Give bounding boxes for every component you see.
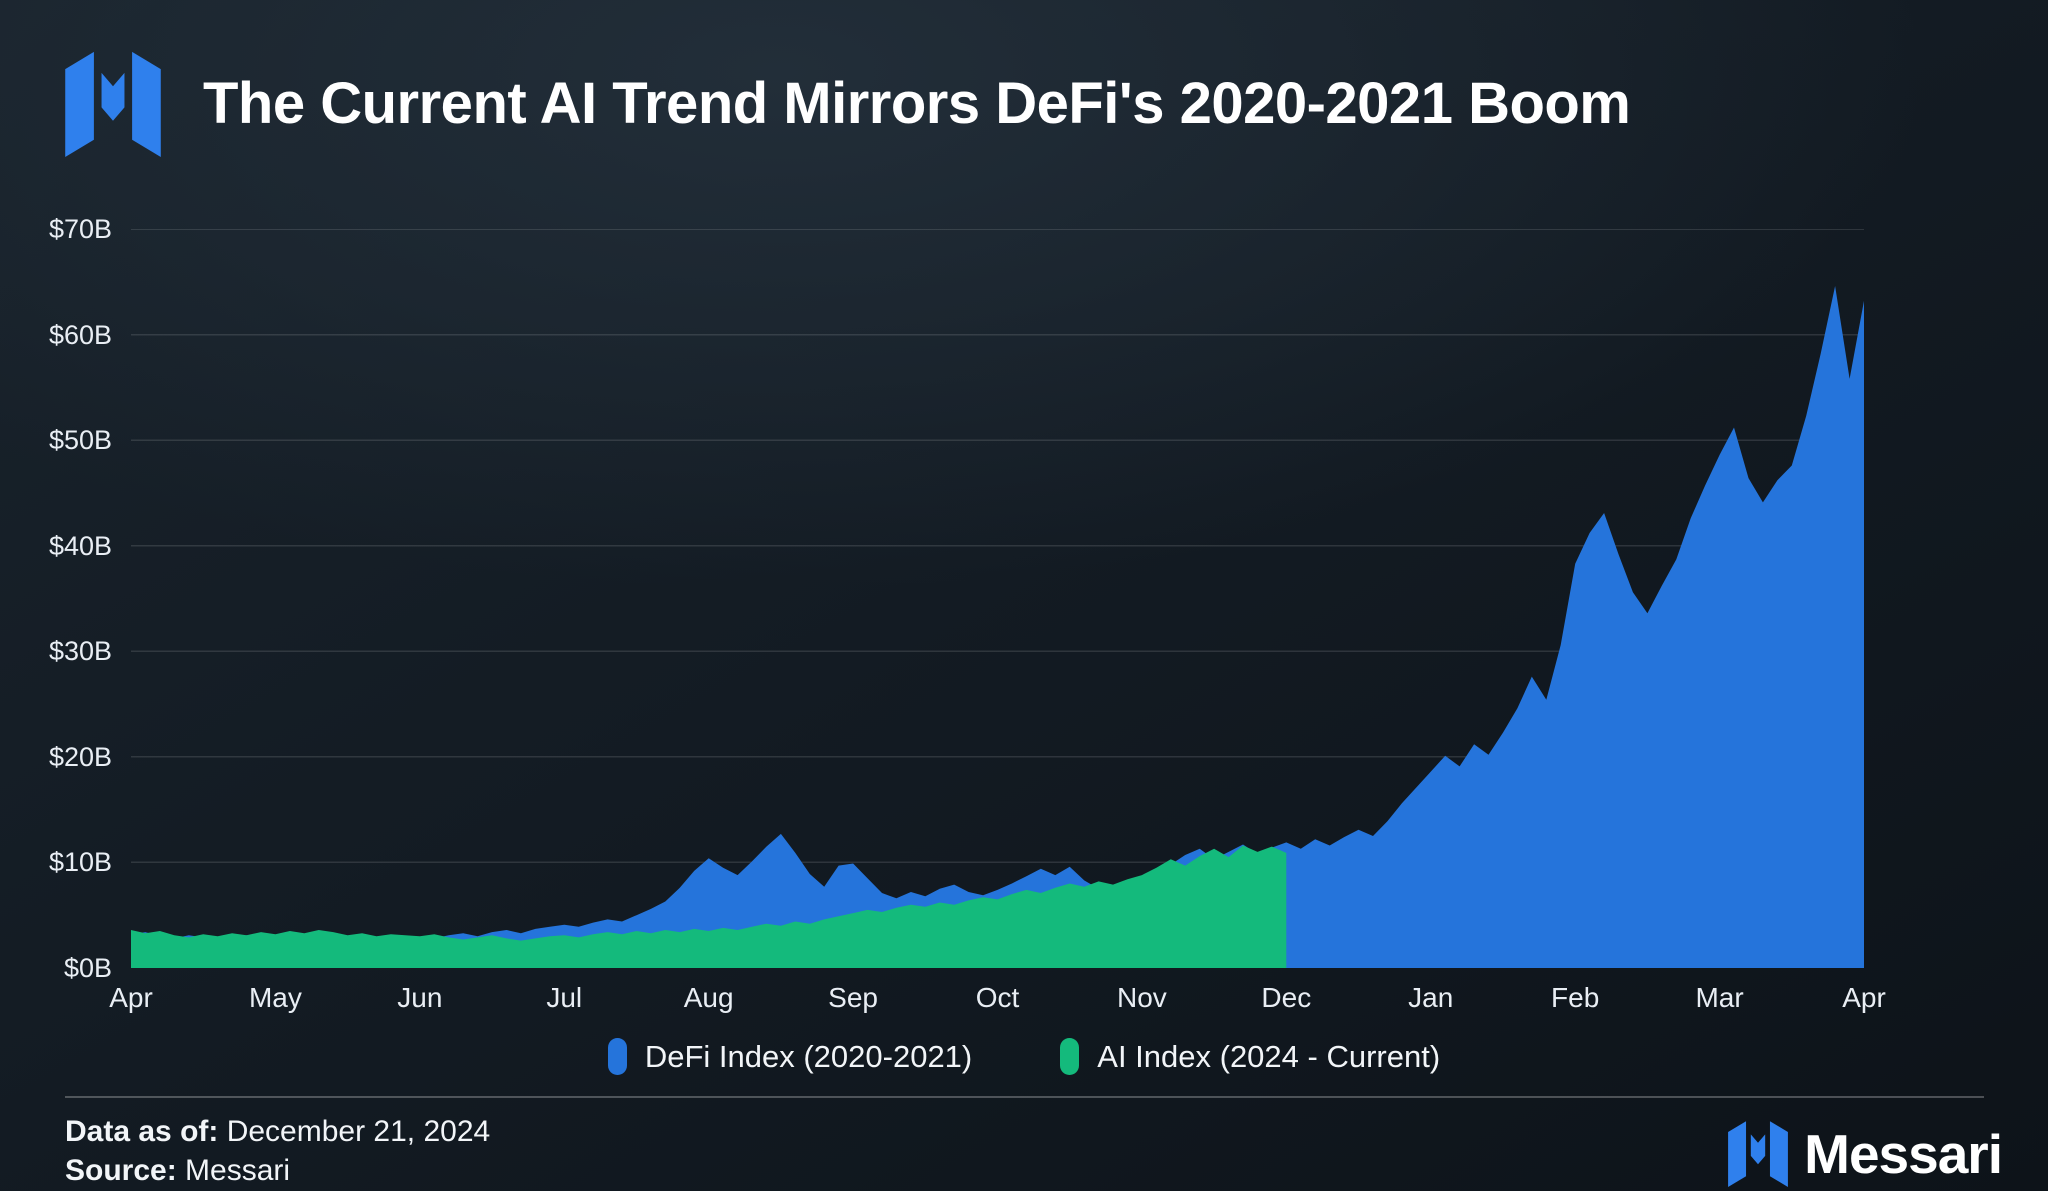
y-tick-label: $20B <box>48 741 112 772</box>
legend-item-defi: DeFi Index (2020-2021) <box>607 1038 973 1075</box>
chart-legend: DeFi Index (2020-2021) AI Index (2024 - … <box>0 1038 2048 1075</box>
x-tick-label: Jul <box>546 982 583 1013</box>
footer-divider <box>65 1096 1984 1098</box>
data-as-of-value: December 21, 2024 <box>218 1115 491 1148</box>
y-tick-label: $10B <box>48 847 112 878</box>
y-tick-label: $40B <box>48 530 112 561</box>
y-tick-label: $50B <box>48 425 112 456</box>
area-series-0 <box>131 286 1864 968</box>
x-tick-label: Nov <box>1117 982 1167 1013</box>
chart-plot-svg <box>131 229 1864 968</box>
x-tick-label: Jun <box>397 982 443 1013</box>
header: The Current AI Trend Mirrors DeFi's 2020… <box>65 50 1631 157</box>
legend-label-defi: DeFi Index (2020-2021) <box>644 1038 973 1074</box>
source-line: Source: Messari <box>65 1151 490 1190</box>
legend-item-ai: AI Index (2024 - Current) <box>1060 1038 1440 1075</box>
legend-label-ai: AI Index (2024 - Current) <box>1097 1038 1441 1074</box>
chart-title: The Current AI Trend Mirrors DeFi's 2020… <box>203 71 1631 136</box>
x-tick-label: May <box>248 982 302 1013</box>
x-tick-label: Oct <box>975 982 1020 1013</box>
x-tick-label: Apr <box>1842 982 1886 1013</box>
footer-brand: Messari <box>1728 1120 2003 1187</box>
footer-meta: Data as of: December 21, 2024 Source: Me… <box>65 1112 490 1190</box>
y-tick-label: $0B <box>63 953 112 983</box>
y-tick-label: $30B <box>48 636 112 667</box>
data-as-of-label: Data as of: <box>65 1115 219 1148</box>
data-as-of-line: Data as of: December 21, 2024 <box>65 1112 490 1151</box>
messari-logo-small-icon <box>1728 1121 1789 1187</box>
brand-wordmark: Messari <box>1804 1122 2003 1185</box>
y-tick-label: $70B <box>48 214 112 244</box>
x-tick-label: Aug <box>683 982 734 1013</box>
messari-logo-icon <box>65 51 161 157</box>
legend-swatch-defi-icon <box>607 1038 627 1075</box>
legend-swatch-ai-icon <box>1060 1038 1080 1075</box>
source-label: Source: <box>65 1154 177 1187</box>
x-tick-label: Jan <box>1408 982 1454 1013</box>
source-value: Messari <box>176 1154 291 1187</box>
x-tick-label: Feb <box>1551 982 1600 1013</box>
y-tick-label: $60B <box>48 319 112 350</box>
area-series-1 <box>131 845 1287 968</box>
x-tick-label: Dec <box>1261 982 1312 1013</box>
x-tick-label: Mar <box>1695 982 1744 1013</box>
x-tick-label: Apr <box>109 982 153 1013</box>
x-tick-label: Sep <box>828 982 878 1013</box>
